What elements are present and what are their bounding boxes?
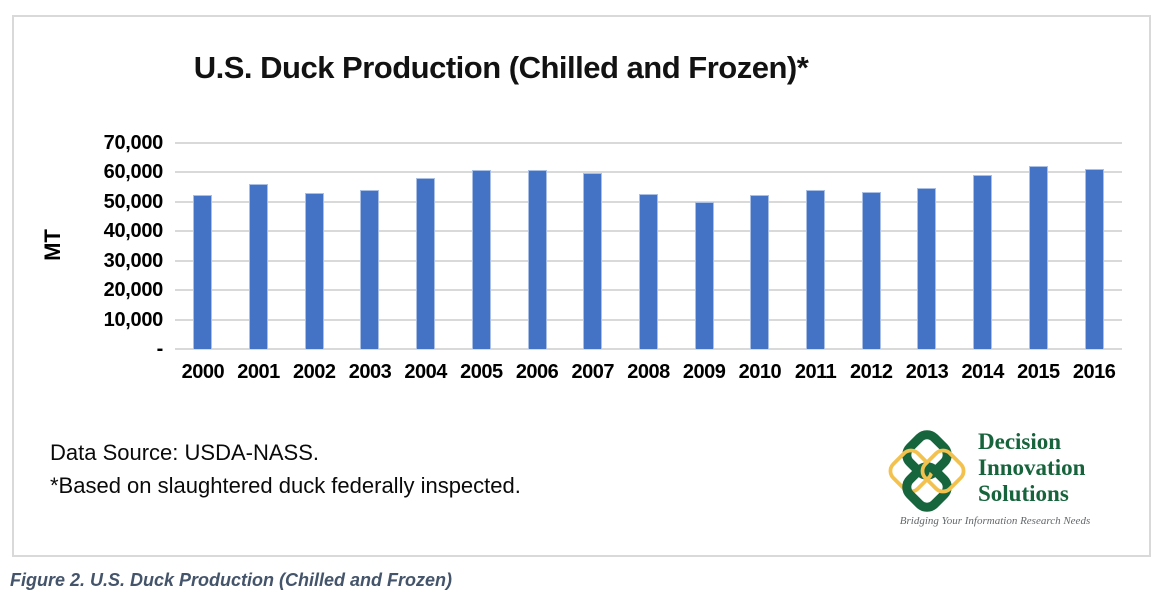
source-note: Data Source: USDA-NASS. *Based on slaugh…: [50, 436, 521, 502]
xtick-2009: 2009: [682, 361, 726, 383]
bar-2005: [471, 169, 491, 349]
bar-2015: [1028, 165, 1048, 349]
logo-word-2: Innovation: [978, 455, 1086, 480]
figure-caption: Figure 2. U.S. Duck Production (Chilled …: [10, 570, 453, 590]
bar-slot: [899, 143, 955, 349]
chart-frame: U.S. Duck Production (Chilled and Frozen…: [12, 15, 1151, 557]
ytick-label: 30,000: [103, 249, 164, 272]
logo-tagline: Bridging Your Information Research Needs: [899, 515, 1091, 527]
xtick-2016: 2016: [1072, 361, 1116, 383]
ytick-label: 70,000: [103, 132, 164, 154]
bar-slot: [286, 143, 342, 349]
bar-slot: [788, 143, 844, 349]
bar-slot: [509, 143, 565, 349]
bar-slot: [342, 143, 398, 349]
xtick-2010: 2010: [738, 361, 782, 383]
ytick-label: -: [156, 338, 164, 360]
xtick-2015: 2015: [1017, 361, 1060, 383]
bar-2013: [917, 188, 937, 349]
xtick-2003: 2003: [348, 361, 392, 383]
xtick-2012: 2012: [850, 361, 893, 383]
ytick-label: 40,000: [103, 220, 164, 243]
bar-slot: [1066, 143, 1122, 349]
bar-2012: [861, 191, 881, 349]
bar-slot: [843, 143, 899, 349]
x-axis-tick-labels: 2000 2001 2002 2003 2004 2005 2006 2007 2008 2009…: [175, 361, 1122, 384]
bar-2003: [360, 189, 380, 349]
bars-row: [175, 143, 1122, 349]
gridline: [175, 171, 1122, 174]
ytick-label: 60,000: [103, 161, 164, 184]
xtick-2007: 2007: [571, 361, 615, 383]
chart-title: U.S. Duck Production (Chilled and Frozen…: [193, 50, 809, 85]
xtick-2002: 2002: [293, 361, 336, 383]
bar-2011: [806, 189, 826, 349]
xtick-2006: 2006: [515, 361, 559, 383]
bar-slot: [955, 143, 1011, 349]
bar-slot: [621, 143, 677, 349]
plot-area: [175, 142, 1122, 350]
bar-slot: [565, 143, 621, 349]
logo-wordmark: Decision Innovation Solutions: [978, 429, 1085, 507]
bar-2016: [1084, 168, 1104, 349]
bar-2007: [583, 173, 603, 349]
dis-logo: Decision Innovation Solutions Bridging Y…: [875, 427, 1115, 547]
bar-2010: [750, 195, 770, 349]
bar-slot: [175, 143, 231, 349]
bar-2009: [694, 202, 714, 349]
xtick-2014: 2014: [961, 361, 1004, 383]
source-note-line1: Data Source: USDA-NASS.: [50, 440, 319, 465]
xtick-2000: 2000: [181, 361, 225, 383]
gridline: [175, 142, 1122, 144]
bar-slot: [1011, 143, 1067, 349]
xtick-2011: 2011: [794, 361, 837, 383]
logo-word-1: Decision: [978, 429, 1062, 454]
ytick-label: 20,000: [103, 279, 164, 302]
xtick-2005: 2005: [460, 361, 503, 383]
bar-slot: [454, 143, 510, 349]
bar-slot: [398, 143, 454, 349]
bar-2008: [638, 194, 658, 349]
bar-2004: [416, 178, 436, 349]
bar-2006: [527, 169, 547, 349]
source-note-line2: *Based on slaughtered duck federally ins…: [50, 473, 521, 498]
gridline: [175, 348, 1122, 350]
bar-2000: [193, 194, 213, 349]
logo-word-3: Solutions: [978, 481, 1069, 506]
y-axis-tick-labels: 70,000 60,000 50,000 40,000 30,000 20,000 10,0…: [14, 132, 164, 360]
xtick-2001: 2001: [237, 361, 280, 383]
bar-slot: [732, 143, 788, 349]
bar-2001: [249, 183, 269, 349]
bar-slot: [231, 143, 287, 349]
ytick-label: 50,000: [103, 190, 164, 213]
celtic-knot-icon: [888, 430, 966, 512]
xtick-2004: 2004: [404, 361, 447, 383]
bar-2002: [304, 193, 324, 349]
ytick-label: 10,000: [103, 308, 164, 331]
xtick-2008: 2008: [627, 361, 670, 383]
xtick-2013: 2013: [905, 361, 949, 383]
bar-2014: [973, 174, 993, 349]
bar-slot: [676, 143, 732, 349]
